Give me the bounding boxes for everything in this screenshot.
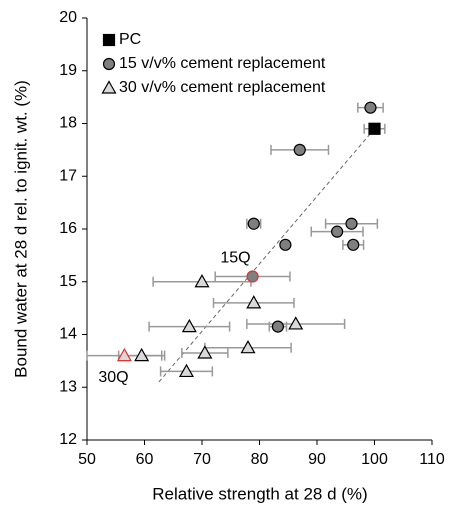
point [345, 217, 358, 230]
y-tick-label: 20 [59, 9, 77, 26]
point [293, 143, 306, 156]
x-tick-label: 60 [136, 451, 154, 468]
annotation: 30Q [98, 369, 128, 386]
y-tick-label: 18 [59, 115, 77, 132]
point [246, 270, 259, 283]
point [288, 316, 304, 330]
point [240, 339, 256, 354]
point [364, 101, 377, 114]
point [347, 238, 360, 251]
legend-marker [102, 57, 116, 71]
y-tick-label: 15 [59, 273, 77, 290]
point [368, 122, 381, 135]
point [197, 345, 213, 359]
x-tick-label: 100 [361, 451, 388, 468]
y-tick-label: 13 [59, 378, 77, 395]
point [194, 274, 210, 288]
annotation: 15Q [220, 250, 250, 267]
legend-label: 15 v/v% cement replacement [119, 55, 326, 72]
point [116, 347, 132, 362]
legend-label: PC [119, 31, 141, 48]
x-tick-label: 70 [193, 451, 211, 468]
point [331, 225, 344, 238]
legend-marker [102, 33, 116, 47]
x-tick-label: 50 [78, 451, 96, 468]
x-axis-title: Relative strength at 28 d (%) [152, 484, 367, 503]
point [247, 217, 260, 230]
point [178, 363, 195, 378]
point [279, 238, 292, 251]
point [181, 318, 197, 333]
y-tick-label: 14 [59, 326, 77, 343]
y-tick-label: 16 [59, 220, 77, 237]
y-tick-label: 12 [59, 431, 77, 448]
x-tick-label: 110 [419, 451, 445, 468]
point [134, 347, 150, 362]
y-tick-label: 19 [59, 62, 77, 79]
legend-label: 30 v/v% cement replacement [119, 79, 326, 96]
y-axis-title: Bound water at 28 d rel. to ignit. wt. (… [11, 80, 30, 378]
x-tick-label: 80 [251, 451, 269, 468]
y-tick-label: 17 [59, 167, 77, 184]
point [246, 295, 262, 309]
point [271, 320, 284, 333]
trendline [158, 128, 375, 383]
x-tick-label: 90 [308, 451, 326, 468]
legend-marker [101, 80, 117, 94]
